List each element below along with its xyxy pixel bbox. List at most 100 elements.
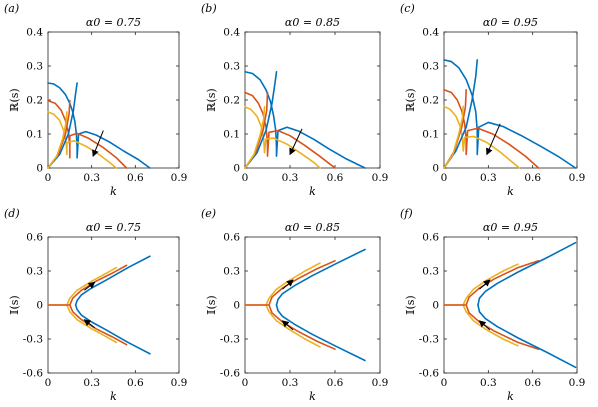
series-line [244,106,321,169]
y-tick-label: 0 [36,300,43,312]
y-tick-label: -0.3 [419,334,439,346]
trend-arrow [83,319,95,329]
series-line [47,99,71,169]
y-axis-label: ℝ(s) [404,88,417,111]
y-tick-label: 0.6 [422,232,439,244]
x-tick-label: 0.9 [569,172,586,184]
series-line [47,99,128,169]
panel-d: 0 0.3 0.6 0.9 -0.6 -0.3 0 0.3 0.6 α0 = 0.75 (d) k 𝕀(… [4,207,187,403]
y-tick-label: 0.2 [223,95,240,107]
x-axis-label: k [110,390,117,403]
series-line [244,91,336,169]
y-tick-label: 0.4 [223,27,240,39]
series-line [47,111,68,169]
x-tick-label: 0.3 [282,377,299,389]
trend-arrow [84,281,96,291]
y-tick-label: 0.3 [422,61,439,73]
x-tick-label: 0 [242,172,249,184]
series-line [275,248,366,306]
series-line [443,105,521,169]
y-tick-label: 0 [432,163,439,175]
x-tick-label: 0 [242,377,249,389]
trend-arrow [281,320,294,331]
series-line [443,59,577,169]
y-tick-label: 0.3 [26,61,43,73]
x-axis-label: k [507,390,514,403]
panel-f: 0 0.3 0.6 0.9 -0.6 -0.3 0 0.3 0.6 α0 = 0.95 (f) k 𝕀(… [400,207,585,403]
panel-label: (d) [4,207,20,220]
y-tick-label: 0.6 [26,232,43,244]
y-axis-label: 𝕀(s) [205,295,218,314]
series-line [66,304,118,344]
trend-arrow [282,279,294,290]
series-line [443,59,479,169]
y-tick-label: -0.6 [23,368,44,380]
y-tick-label: 0.1 [26,129,43,141]
panel-title: α0 = 0.85 [285,16,340,29]
trend-arrow [92,130,104,158]
trend-arrow [479,279,491,290]
x-tick-label: 0.6 [327,377,344,389]
panel-title: α0 = 0.85 [285,221,340,234]
panel-b: 0 0.3 0.6 0.9 0 0.1 0.2 0.3 0.4 α0 = 0.85 (b) k ℝ(s) [201,2,388,198]
panel-title: α0 = 0.95 [483,16,538,29]
y-tick-label: -0.3 [220,334,240,346]
x-tick-label: 0.9 [372,172,389,184]
series-line [244,70,366,169]
series-line [443,260,540,306]
y-tick-label: 0.6 [223,232,240,244]
y-tick-label: 0.1 [422,129,439,141]
series-line [244,262,321,306]
y-tick-label: -0.6 [419,368,440,380]
x-tick-label: 0 [45,377,52,389]
x-tick-label: 0 [441,172,448,184]
x-tick-label: 0.3 [83,172,100,184]
panel-c: 0 0.3 0.6 0.9 0 0.1 0.2 0.3 0.4 α0 = 0.95 (c) k ℝ(s) [400,2,585,198]
y-tick-label: 0.1 [223,129,240,141]
series-line [462,304,519,347]
x-tick-label: 0.9 [171,172,188,184]
series-line [244,70,278,169]
x-tick-label: 0.6 [327,172,344,184]
y-tick-label: -0.3 [23,334,43,346]
y-tick-label: 0.4 [26,27,43,39]
y-tick-label: 0.3 [223,266,240,278]
series-line [477,241,577,306]
series-line [443,105,465,169]
series-line [47,82,78,169]
x-axis-label: k [507,185,514,198]
series-line [47,82,151,169]
x-tick-label: 0.6 [127,172,144,184]
y-tick-label: 0.2 [422,95,439,107]
panel-e: 0 0.3 0.6 0.9 -0.6 -0.3 0 0.3 0.6 α0 = 0.85 (e) k 𝕀(… [201,207,388,403]
series-line [74,255,151,306]
panel-label: (f) [400,207,413,220]
y-axis-label: ℝ(s) [8,88,21,111]
x-tick-label: 0.9 [569,377,586,389]
y-tick-label: 0.3 [422,266,439,278]
series-line [74,304,151,355]
y-tick-label: 0.3 [26,266,43,278]
x-tick-label: 0.3 [480,172,497,184]
series-line [265,304,321,348]
series-line [47,264,128,306]
series-line [443,89,540,169]
y-tick-label: 0 [432,300,439,312]
trend-arrow [486,123,501,156]
x-tick-label: 0.6 [524,172,541,184]
series-line [275,304,366,362]
series-line [268,304,336,350]
y-axis-label: 𝕀(s) [404,295,417,314]
panel-a: 0 0.3 0.6 0.9 0 0.1 0.2 0.3 0.4 α0 = 0.75 (a) k ℝ(s) [4,2,187,198]
panel-title: α0 = 0.75 [86,16,141,29]
x-tick-label: 0.3 [282,172,299,184]
panel-label: (a) [4,2,19,15]
series-line [47,266,118,306]
y-tick-label: 0.2 [26,95,43,107]
trend-arrow [289,128,303,156]
panel-label: (e) [201,207,216,220]
panel-title: α0 = 0.75 [86,221,141,234]
x-tick-label: 0 [441,377,448,389]
y-tick-label: 0 [36,163,43,175]
